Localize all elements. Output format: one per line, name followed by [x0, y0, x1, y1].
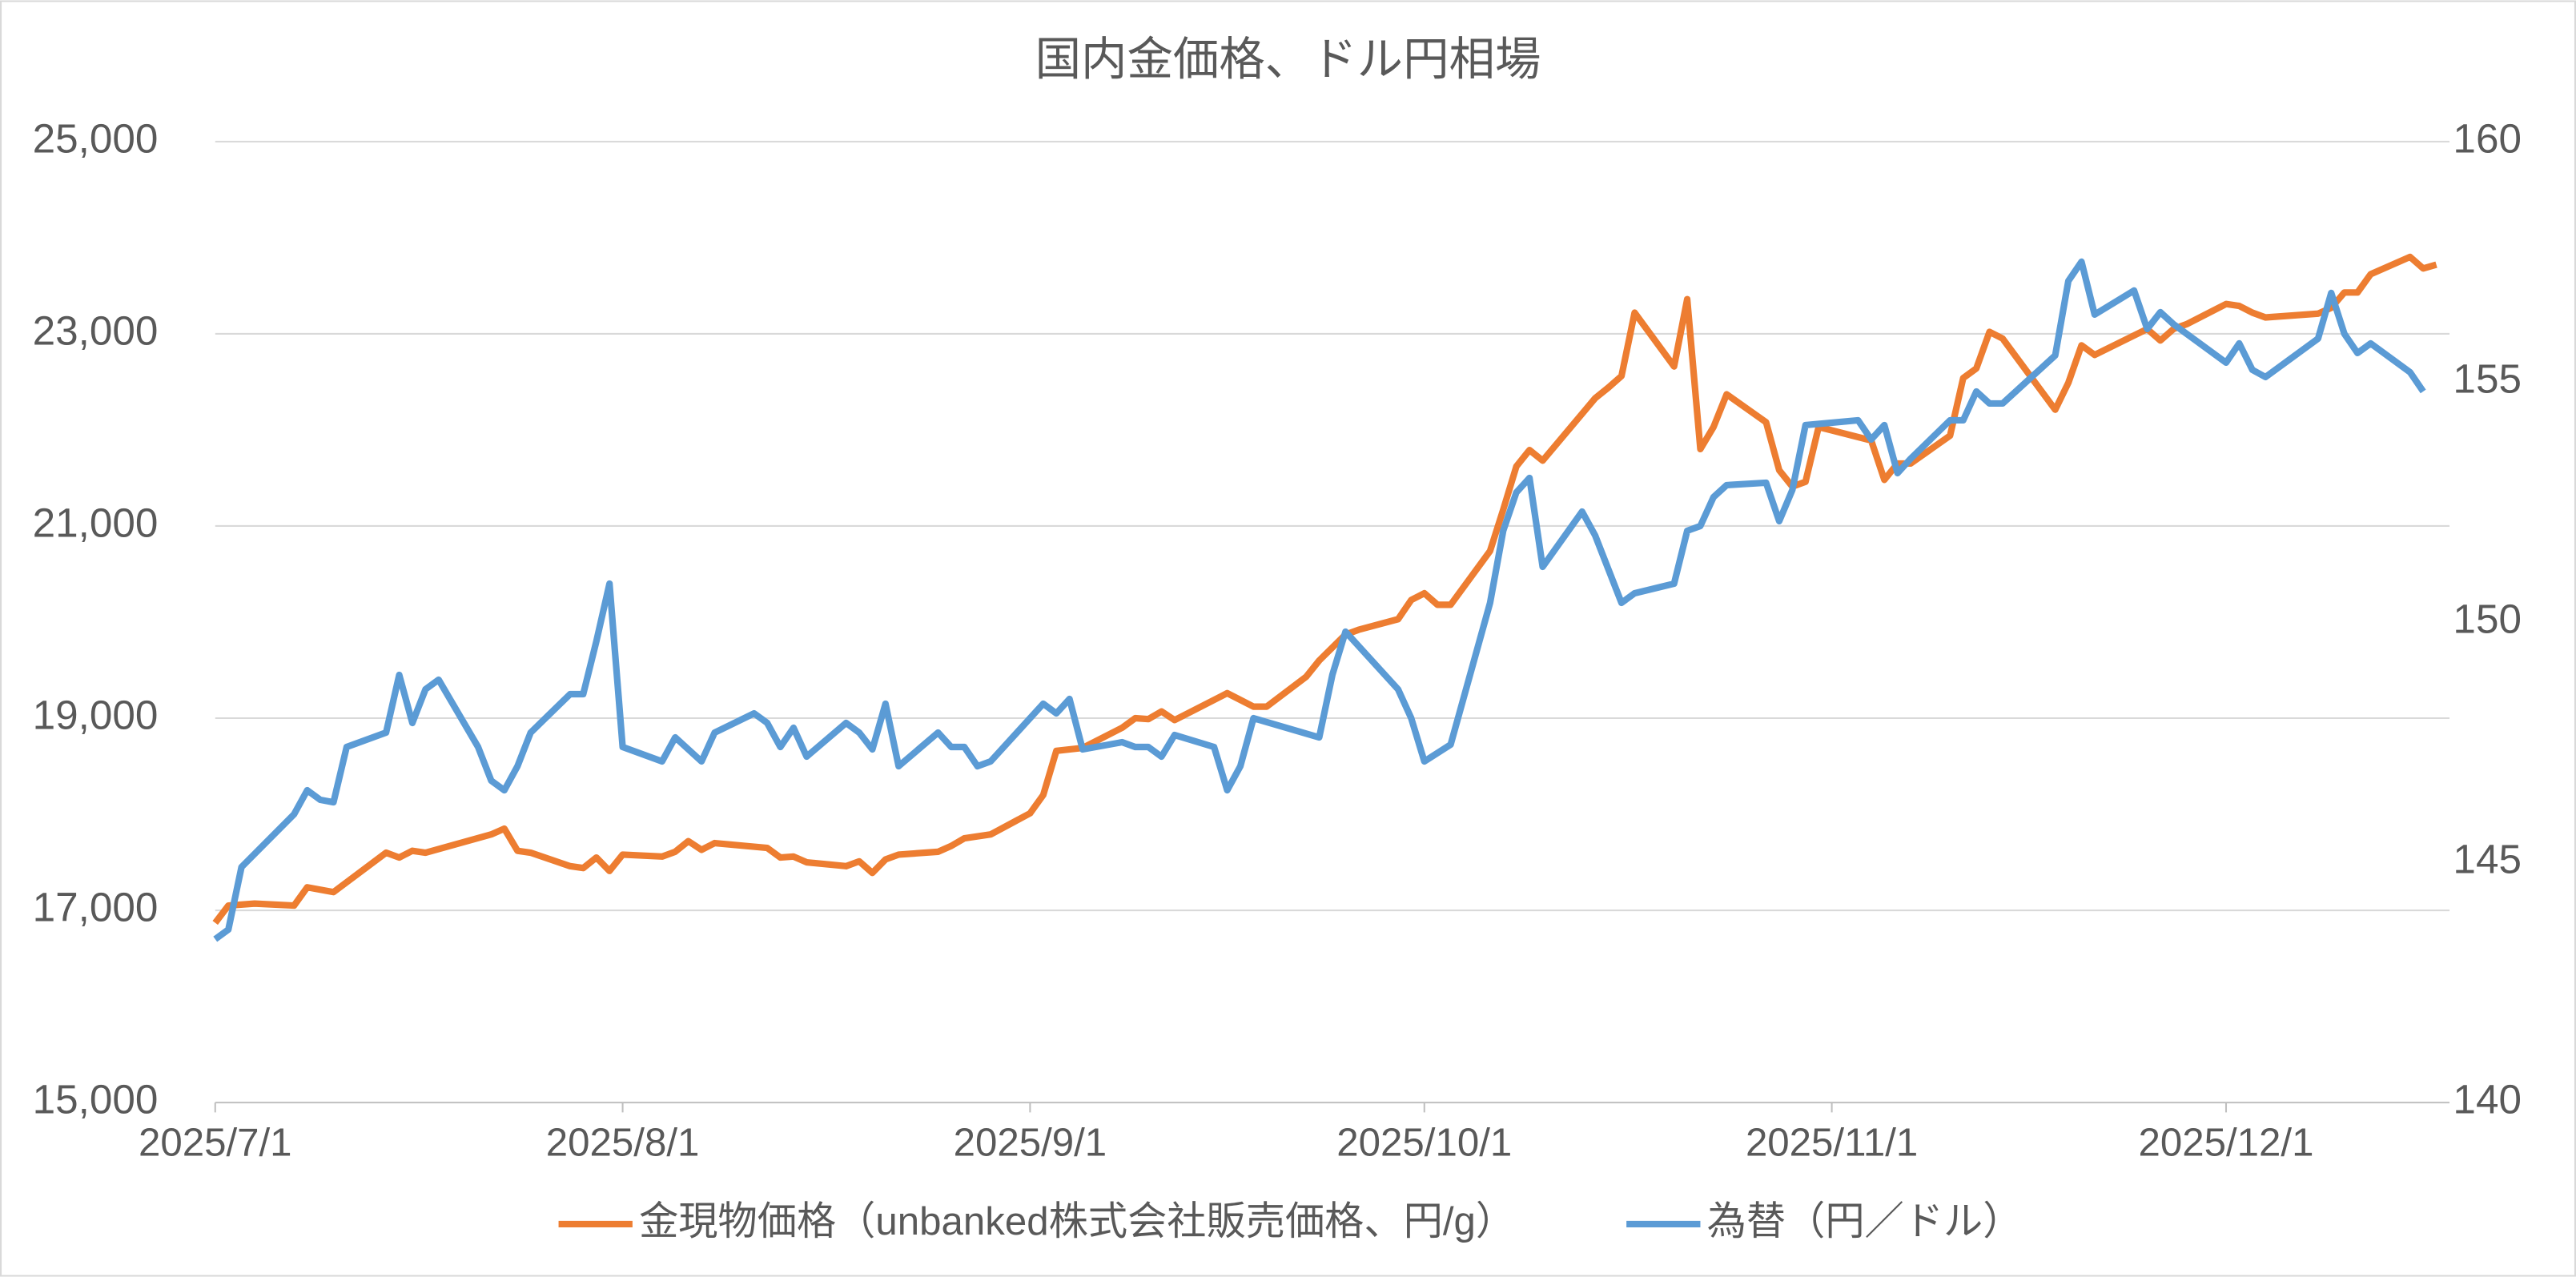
chart-title: 国内金価格、ドル円相場 — [1035, 34, 1541, 86]
x-tick-label: 2025/8/1 — [546, 1120, 700, 1164]
series-line — [213, 258, 2426, 942]
series-line — [212, 253, 2437, 926]
y-tick-label: 23,000 — [33, 307, 159, 353]
x-tick-label: 2025/12/1 — [2139, 1120, 2314, 1164]
y2-tick-label: 150 — [2453, 596, 2522, 642]
y-tick-label: 21,000 — [33, 500, 159, 546]
y2-tick-label: 160 — [2453, 115, 2522, 161]
legend-label: 金現物価格（unbanked株式会社販売価格、円/g） — [639, 1199, 1515, 1243]
y2-tick-label: 145 — [2453, 837, 2522, 882]
x-tick-label: 2025/11/1 — [1746, 1120, 1918, 1164]
y-tick-label: 15,000 — [33, 1077, 159, 1122]
y-tick-label: 17,000 — [33, 885, 159, 930]
x-tick-label: 2025/10/1 — [1336, 1120, 1512, 1164]
y2-tick-label: 140 — [2453, 1077, 2522, 1122]
x-tick-label: 2025/9/1 — [954, 1120, 1107, 1164]
y-tick-label: 25,000 — [33, 115, 159, 161]
y-tick-label: 19,000 — [33, 693, 159, 738]
legend-label: 為替（円／ドル） — [1707, 1199, 2023, 1243]
y2-tick-label: 155 — [2453, 355, 2522, 401]
x-tick-label: 2025/7/1 — [139, 1120, 292, 1164]
